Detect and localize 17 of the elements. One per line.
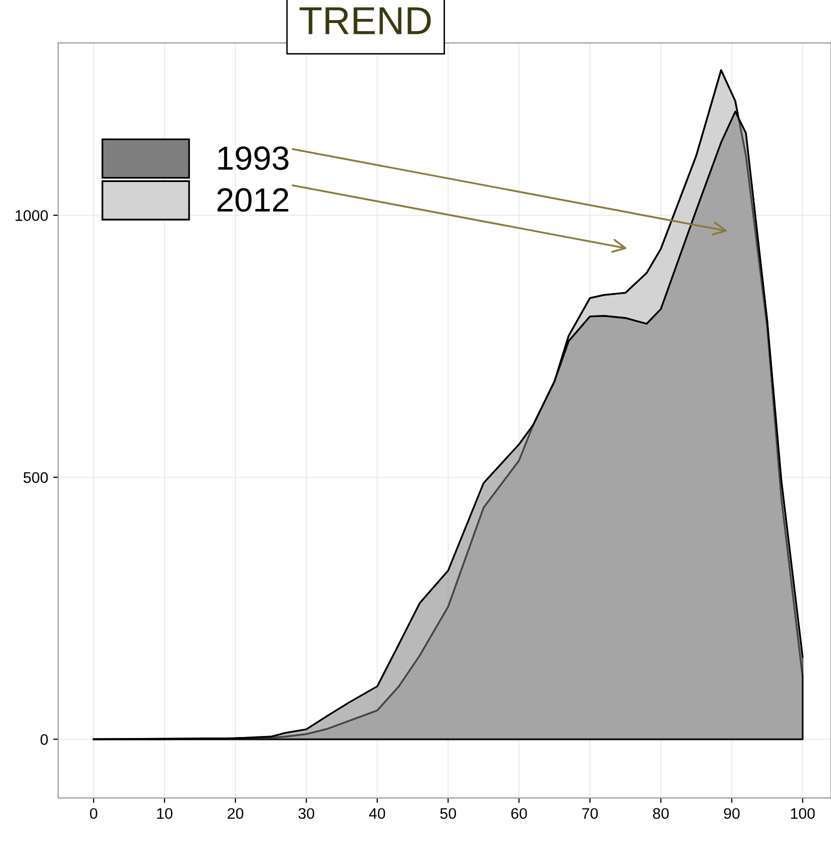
x-tick-label: 60 — [511, 808, 527, 819]
x-tick-label: 80 — [653, 808, 669, 819]
legend-label: 2012 — [217, 188, 288, 212]
y-tick-label: 500 — [24, 472, 48, 483]
x-tick-label: 70 — [582, 808, 598, 819]
y-tick-label: 1000 — [16, 210, 48, 221]
chart-title: TREND — [300, 7, 431, 34]
x-tick-label: 20 — [228, 808, 244, 819]
y-tick-label: 0 — [40, 734, 48, 745]
x-tick-label: 100 — [791, 808, 815, 819]
x-tick-label: 0 — [90, 808, 98, 819]
x-tick-label: 50 — [440, 808, 456, 819]
x-tick-label: 40 — [369, 808, 386, 819]
x-tick-label: 30 — [298, 808, 314, 819]
x-tick-label: 90 — [724, 808, 740, 819]
x-tick-label: 10 — [157, 808, 172, 819]
legend-label: 1993 — [218, 146, 288, 170]
